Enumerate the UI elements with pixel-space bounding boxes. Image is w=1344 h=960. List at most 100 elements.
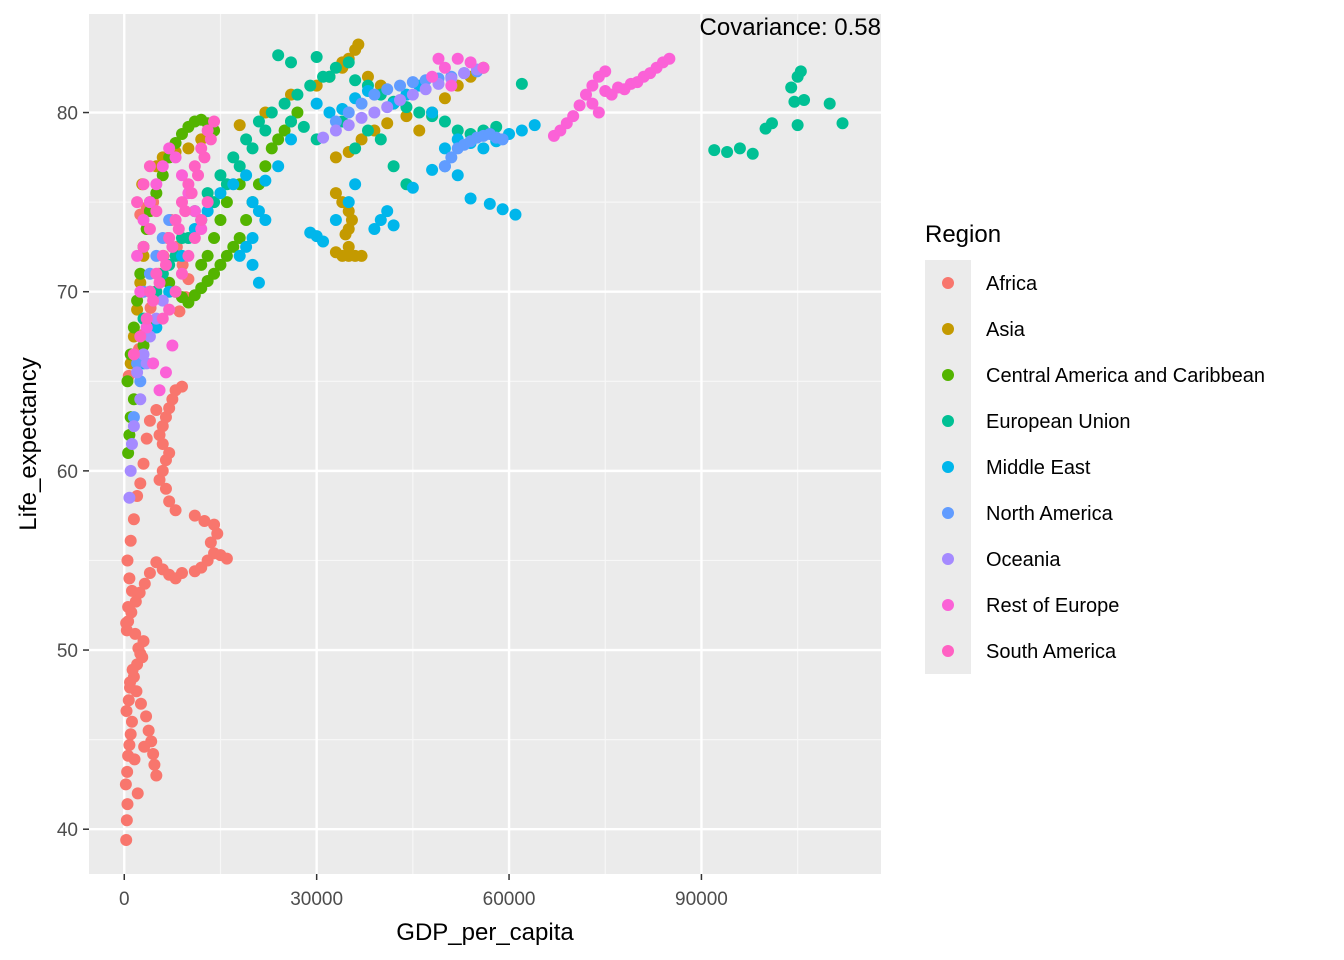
- data-point: [120, 617, 133, 630]
- legend-label: South America: [986, 641, 1117, 663]
- data-point: [125, 715, 138, 728]
- data-point: [182, 249, 195, 262]
- data-point: [137, 457, 150, 470]
- y-axis-tick-label: 50: [57, 641, 78, 662]
- data-point: [361, 70, 374, 83]
- data-point: [349, 178, 362, 191]
- data-point: [127, 420, 140, 433]
- data-point: [159, 482, 172, 495]
- data-point: [214, 214, 227, 227]
- data-point: [304, 79, 317, 92]
- data-point: [140, 432, 153, 445]
- data-point: [317, 131, 330, 144]
- data-point: [477, 61, 490, 74]
- data-point: [355, 249, 368, 262]
- x-axis: 0 30000 60000 90000: [119, 874, 728, 910]
- data-point: [188, 205, 201, 218]
- data-point: [188, 160, 201, 173]
- data-point: [310, 51, 323, 63]
- data-point: [438, 142, 451, 155]
- data-point: [477, 142, 490, 155]
- data-point: [419, 83, 432, 96]
- data-point: [131, 366, 144, 379]
- y-axis-tick-label: 60: [57, 462, 78, 483]
- data-point: [394, 79, 407, 92]
- y-axis-tick-label: 40: [57, 820, 78, 841]
- data-point: [765, 117, 778, 130]
- data-point: [265, 106, 278, 119]
- data-point: [618, 83, 631, 96]
- data-point: [208, 231, 221, 244]
- data-point: [143, 414, 156, 427]
- data-point: [220, 552, 233, 565]
- data-point: [426, 163, 439, 176]
- data-point: [259, 214, 272, 227]
- data-point: [163, 231, 176, 244]
- data-point: [438, 61, 451, 74]
- data-point: [121, 765, 134, 778]
- data-point: [175, 567, 188, 579]
- data-point: [150, 178, 163, 191]
- legend-title: Region: [925, 221, 1001, 248]
- data-point: [631, 76, 644, 89]
- data-point: [445, 151, 458, 164]
- data-point: [214, 258, 227, 271]
- data-point: [150, 267, 163, 280]
- data-point: [129, 627, 142, 640]
- data-point: [788, 95, 801, 108]
- data-point: [147, 357, 160, 370]
- data-point: [323, 70, 336, 83]
- data-point: [198, 515, 211, 528]
- data-point: [140, 710, 153, 723]
- data-point: [329, 115, 342, 128]
- data-point: [406, 181, 419, 194]
- legend-key: [942, 277, 954, 289]
- data-point: [150, 187, 163, 200]
- data-point: [836, 117, 849, 130]
- data-point: [134, 267, 147, 280]
- legend-label: Central America and Caribbean: [986, 365, 1265, 387]
- data-point: [567, 110, 580, 123]
- data-point: [176, 258, 189, 271]
- legend-key: [942, 645, 954, 657]
- data-point: [265, 142, 278, 155]
- data-point: [246, 196, 259, 209]
- data-point: [233, 160, 246, 173]
- data-point: [150, 403, 163, 416]
- data-point: [130, 685, 143, 698]
- legend-label: Africa: [986, 273, 1038, 295]
- data-point: [128, 753, 141, 766]
- data-point: [142, 724, 155, 737]
- data-point: [323, 106, 336, 119]
- data-point: [143, 160, 156, 173]
- data-point: [285, 115, 298, 128]
- data-point: [201, 187, 214, 200]
- data-point: [201, 124, 214, 137]
- data-point: [233, 249, 246, 262]
- data-point: [278, 124, 291, 137]
- legend-label: Rest of Europe: [986, 595, 1119, 617]
- data-point: [352, 38, 365, 51]
- data-point: [208, 518, 221, 531]
- data-point: [175, 267, 188, 280]
- data-point: [195, 214, 208, 227]
- data-point: [156, 249, 169, 262]
- legend-label: Middle East: [986, 457, 1091, 479]
- data-point: [310, 97, 323, 110]
- data-point: [663, 52, 676, 65]
- data-point: [204, 536, 217, 549]
- data-point: [580, 88, 593, 101]
- x-axis-label: GDP_per_capita: [396, 919, 574, 946]
- data-point: [406, 76, 419, 89]
- data-point: [163, 276, 176, 289]
- data-point: [195, 223, 208, 235]
- data-point: [188, 509, 201, 522]
- data-point: [297, 120, 310, 133]
- data-point: [148, 758, 161, 771]
- data-point: [143, 567, 156, 579]
- data-point: [285, 133, 298, 146]
- data-point: [150, 321, 163, 334]
- data-point: [451, 52, 464, 65]
- data-point: [528, 119, 541, 132]
